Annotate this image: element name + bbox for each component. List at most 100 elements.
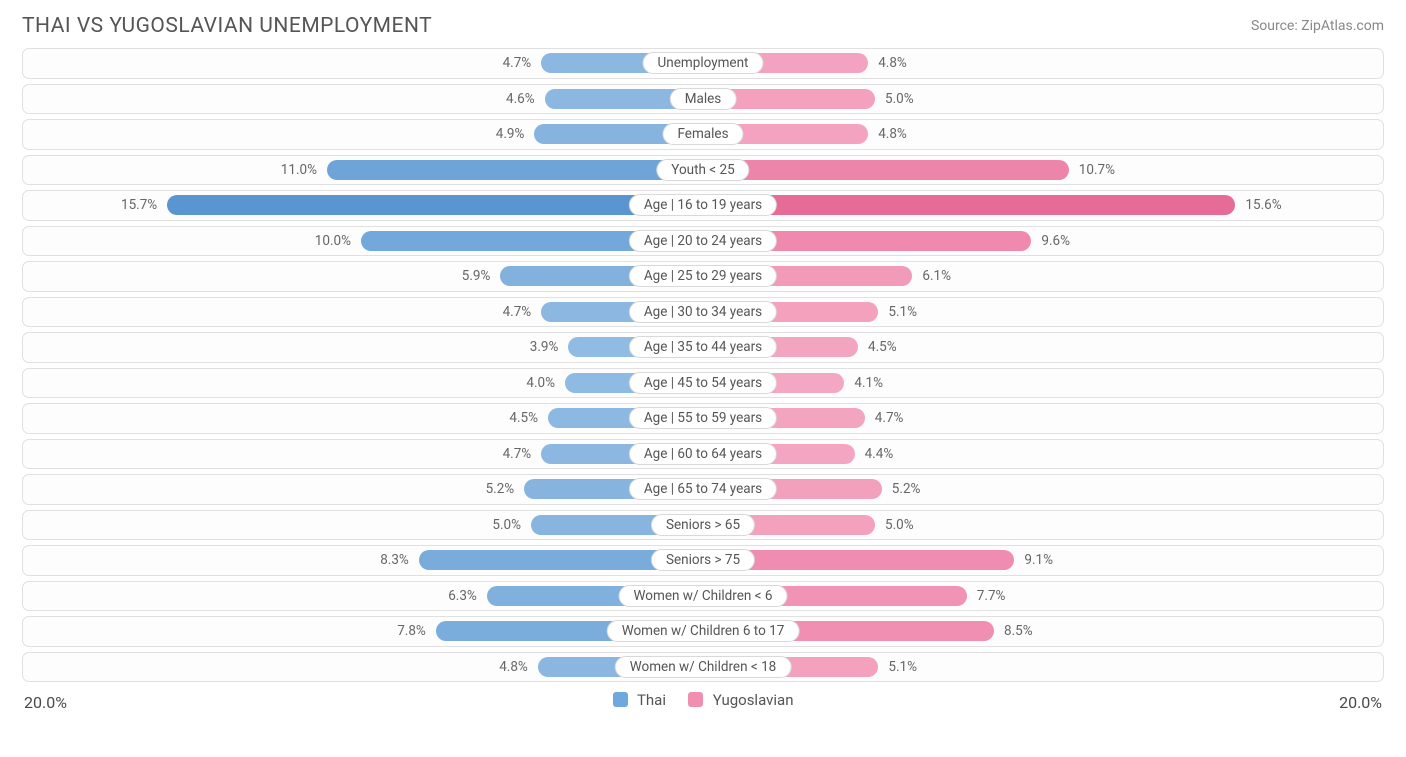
category-label: Females <box>662 123 743 145</box>
data-row: 11.0% 10.7% Youth < 25 <box>22 155 1384 186</box>
left-value-label: 11.0% <box>273 162 325 178</box>
swatch-thai <box>613 692 628 707</box>
axis-max-left: 20.0% <box>24 693 67 712</box>
left-value-label: 4.0% <box>518 375 563 391</box>
data-row: 4.6%5.0%Males <box>22 84 1384 115</box>
right-half: 8.5% <box>703 617 1383 646</box>
category-label: Age | 60 to 64 years <box>629 443 777 465</box>
left-half: 4.5% <box>23 404 703 433</box>
category-label: Women w/ Children < 18 <box>615 656 792 678</box>
right-value-label: 6.1% <box>914 268 959 284</box>
category-label: Youth < 25 <box>656 159 749 181</box>
legend: Thai Yugoslavian <box>22 691 1384 709</box>
left-value-label: 4.5% <box>501 410 546 426</box>
right-half: 7.7% <box>703 582 1383 611</box>
data-row: 10.0%9.6%Age | 20 to 24 years <box>22 226 1384 257</box>
left-half: 6.3% <box>23 582 703 611</box>
legend-item-yugoslavian: Yugoslavian <box>688 691 794 709</box>
left-value-label: 6.3% <box>440 588 485 604</box>
left-half: 5.9% <box>23 262 703 291</box>
category-label: Unemployment <box>643 52 764 74</box>
left-value-label: 4.7% <box>495 446 540 462</box>
left-value-label: 4.9% <box>488 126 533 142</box>
right-value-label: 15.6% <box>1237 197 1289 213</box>
chart-area: 4.7%4.8%Unemployment4.6%5.0%Males4.9%4.8… <box>0 48 1406 682</box>
left-value-label: 7.8% <box>389 623 434 639</box>
right-half: 6.1% <box>703 262 1383 291</box>
right-value-label: 8.5% <box>996 623 1041 639</box>
right-half: 5.0% <box>703 511 1383 540</box>
axis-max-right: 20.0% <box>1339 693 1382 712</box>
left-bar <box>327 160 701 180</box>
left-half: 4.7% <box>23 440 703 469</box>
data-row: 15.7% 15.6% Age | 16 to 19 years <box>22 190 1384 221</box>
chart-title: THAI VS YUGOSLAVIAN UNEMPLOYMENT <box>22 14 432 38</box>
category-label: Age | 16 to 19 years <box>629 194 777 216</box>
right-half: 4.7% <box>703 404 1383 433</box>
right-value-label: 5.1% <box>880 659 925 675</box>
left-half: 7.8% <box>23 617 703 646</box>
data-row: 5.9% 6.1% Age | 25 to 29 years <box>22 261 1384 292</box>
right-half: 5.1% <box>703 653 1383 682</box>
left-half: 11.0% <box>23 156 703 185</box>
left-half: 4.7% <box>23 298 703 327</box>
left-value-label: 5.9% <box>454 268 499 284</box>
left-half: 5.0% <box>23 511 703 540</box>
left-half: 5.2% <box>23 475 703 504</box>
right-value-label: 4.5% <box>860 339 905 355</box>
data-row: 7.8% 8.5% Women w/ Children 6 to 17 <box>22 616 1384 647</box>
right-value-label: 7.7% <box>969 588 1014 604</box>
right-value-label: 9.1% <box>1016 552 1061 568</box>
category-label: Age | 65 to 74 years <box>629 478 777 500</box>
right-bar <box>705 195 1235 215</box>
data-row: 4.7%5.1%Age | 30 to 34 years <box>22 297 1384 328</box>
left-value-label: 3.9% <box>522 339 567 355</box>
right-value-label: 5.1% <box>880 304 925 320</box>
left-value-label: 15.7% <box>113 197 165 213</box>
category-label: Seniors > 75 <box>651 549 755 571</box>
right-value-label: 5.2% <box>884 481 929 497</box>
right-half: 5.2% <box>703 475 1383 504</box>
data-row: 4.8% 5.1% Women w/ Children < 18 <box>22 652 1384 683</box>
left-half: 4.0% <box>23 369 703 398</box>
category-label: Women w/ Children 6 to 17 <box>607 620 800 642</box>
category-label: Age | 25 to 29 years <box>629 265 777 287</box>
left-half: 8.3% <box>23 546 703 575</box>
right-half: 4.5% <box>703 333 1383 362</box>
left-value-label: 4.7% <box>495 304 540 320</box>
left-value-label: 4.6% <box>498 91 543 107</box>
right-half: 10.7% <box>703 156 1383 185</box>
right-value-label: 4.7% <box>867 410 912 426</box>
right-value-label: 9.6% <box>1033 233 1078 249</box>
right-bar <box>705 160 1069 180</box>
left-half: 4.8% <box>23 653 703 682</box>
left-half: 3.9% <box>23 333 703 362</box>
left-value-label: 8.3% <box>372 552 417 568</box>
category-label: Age | 35 to 44 years <box>629 336 777 358</box>
left-value-label: 10.0% <box>307 233 359 249</box>
right-value-label: 5.0% <box>877 517 922 533</box>
data-row: 8.3% 9.1% Seniors > 75 <box>22 545 1384 576</box>
category-label: Seniors > 65 <box>651 514 755 536</box>
source-label: Source: ZipAtlas.com <box>1251 18 1384 34</box>
right-half: 5.1% <box>703 298 1383 327</box>
left-half: 4.9% <box>23 120 703 149</box>
data-row: 5.0% 5.0% Seniors > 65 <box>22 510 1384 541</box>
data-row: 5.2%5.2%Age | 65 to 74 years <box>22 474 1384 505</box>
left-value-label: 4.7% <box>495 55 540 71</box>
right-half: 9.6% <box>703 227 1383 256</box>
left-bar <box>167 195 701 215</box>
header: THAI VS YUGOSLAVIAN UNEMPLOYMENT Source:… <box>0 0 1406 48</box>
left-value-label: 4.8% <box>491 659 536 675</box>
left-half: 10.0% <box>23 227 703 256</box>
right-value-label: 10.7% <box>1071 162 1123 178</box>
left-value-label: 5.0% <box>484 517 529 533</box>
data-row: 4.9% 4.8% Females <box>22 119 1384 150</box>
category-label: Males <box>670 88 737 110</box>
right-value-label: 4.8% <box>870 126 915 142</box>
data-row: 4.7%4.8%Unemployment <box>22 48 1384 79</box>
data-row: 6.3% 7.7% Women w/ Children < 6 <box>22 581 1384 612</box>
data-row: 3.9% 4.5% Age | 35 to 44 years <box>22 332 1384 363</box>
right-value-label: 4.4% <box>857 446 902 462</box>
category-label: Women w/ Children < 6 <box>619 585 788 607</box>
